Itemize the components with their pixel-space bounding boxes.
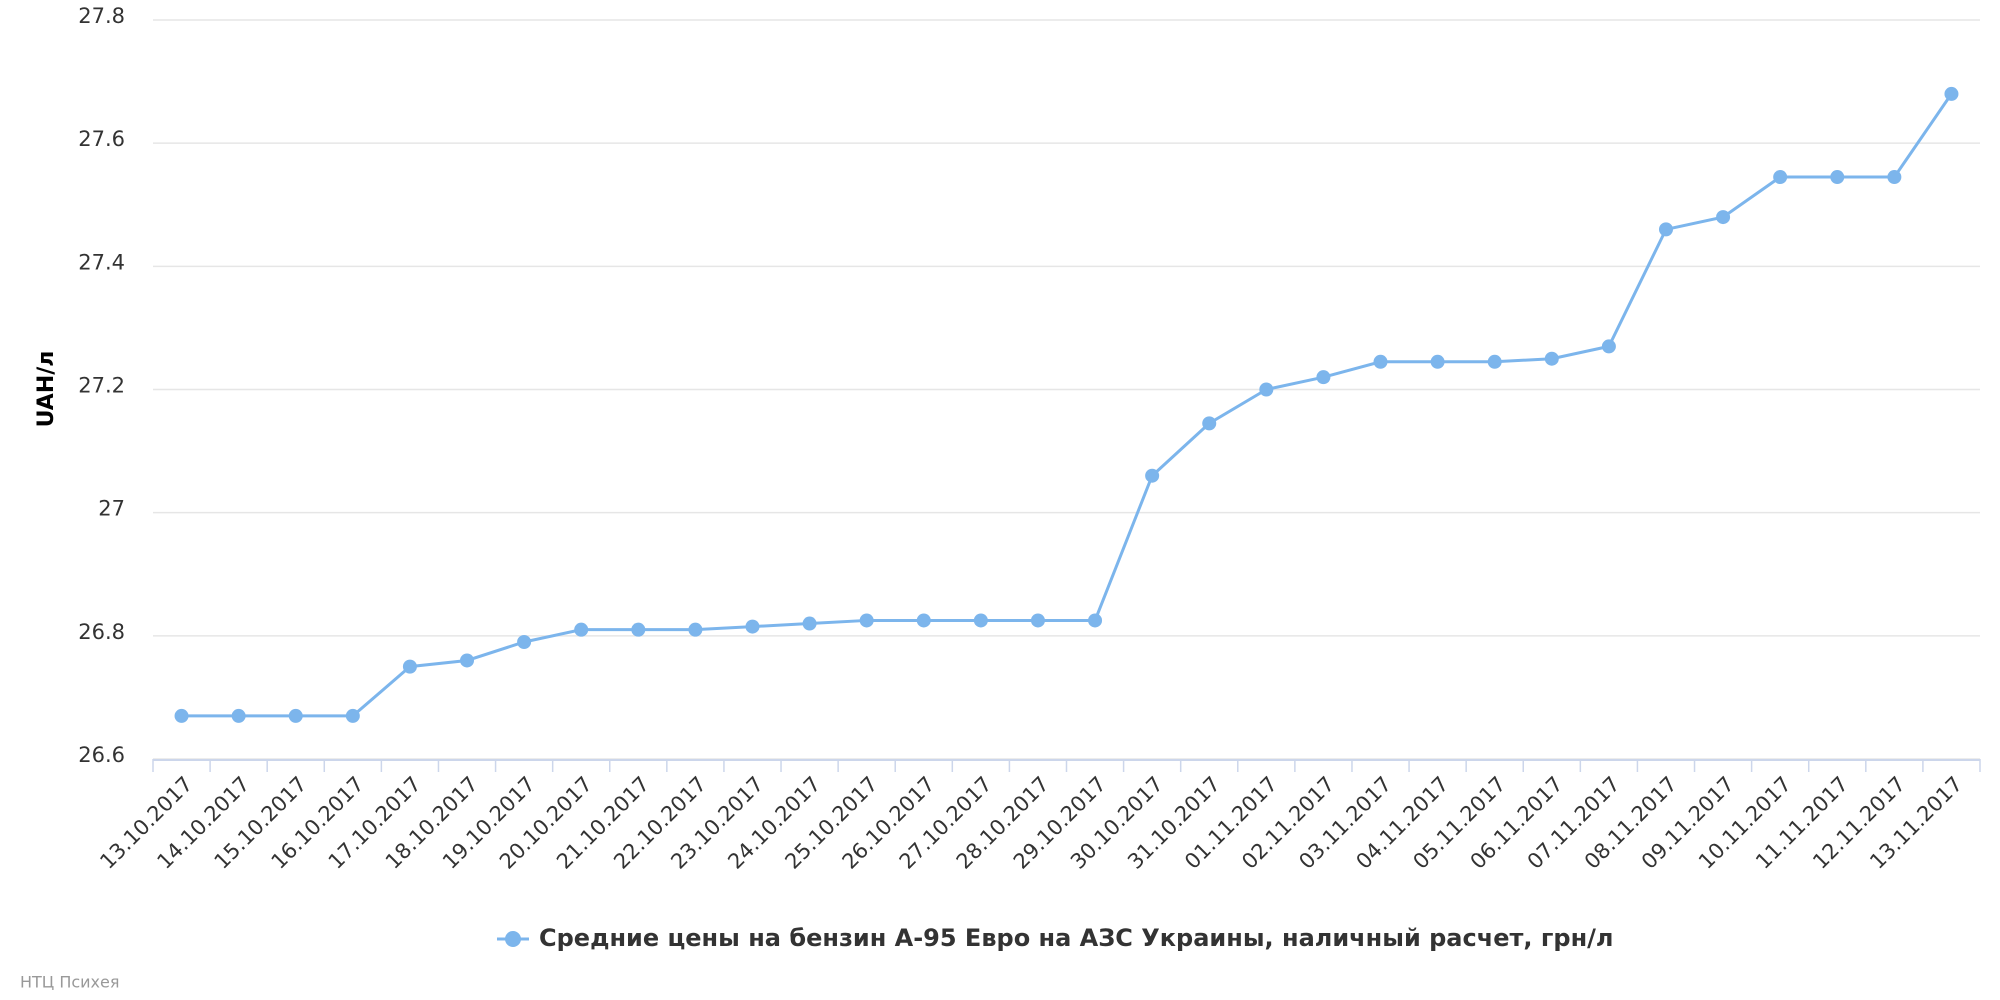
- point: [1373, 354, 1388, 369]
- point: [1145, 468, 1160, 483]
- point: [973, 613, 988, 628]
- point: [1601, 339, 1616, 354]
- y-tick-label: 26.8: [78, 620, 125, 644]
- point: [745, 619, 760, 634]
- point: [1430, 354, 1445, 369]
- y-tick-label: 27.6: [78, 127, 125, 151]
- point: [1259, 382, 1274, 397]
- legend-label: Средние цены на бензин А-95 Евро на АЗС …: [539, 924, 1614, 952]
- line: [181, 93, 1953, 718]
- credits: НТЦ Психея: [20, 973, 119, 992]
- point: [174, 708, 189, 723]
- y-axis-title: UAH/л: [34, 351, 59, 428]
- point: [1316, 370, 1331, 385]
- point: [345, 708, 360, 723]
- point: [631, 622, 646, 637]
- point: [1487, 354, 1502, 369]
- point: [802, 616, 817, 631]
- point: [1830, 170, 1845, 185]
- point: [288, 708, 303, 723]
- y-tick-label: 27.8: [78, 4, 125, 28]
- point: [1773, 170, 1788, 185]
- y-tick-label: 27: [98, 497, 125, 521]
- point: [517, 634, 532, 649]
- point: [859, 613, 874, 628]
- point: [402, 659, 417, 674]
- point: [1716, 210, 1731, 225]
- y-tick-label: 27.2: [78, 374, 125, 398]
- point: [460, 653, 475, 668]
- point: [688, 622, 703, 637]
- legend-marker: [505, 931, 521, 947]
- point: [1944, 86, 1959, 101]
- point: [916, 613, 931, 628]
- y-tick-label: 26.6: [78, 743, 125, 767]
- point: [231, 708, 246, 723]
- point: [1030, 613, 1045, 628]
- point: [574, 622, 589, 637]
- point: [1658, 222, 1673, 237]
- y-tick-label: 27.4: [78, 250, 125, 274]
- point: [1202, 416, 1217, 431]
- point: [1887, 170, 1902, 185]
- point: [1544, 351, 1559, 366]
- point: [1088, 613, 1103, 628]
